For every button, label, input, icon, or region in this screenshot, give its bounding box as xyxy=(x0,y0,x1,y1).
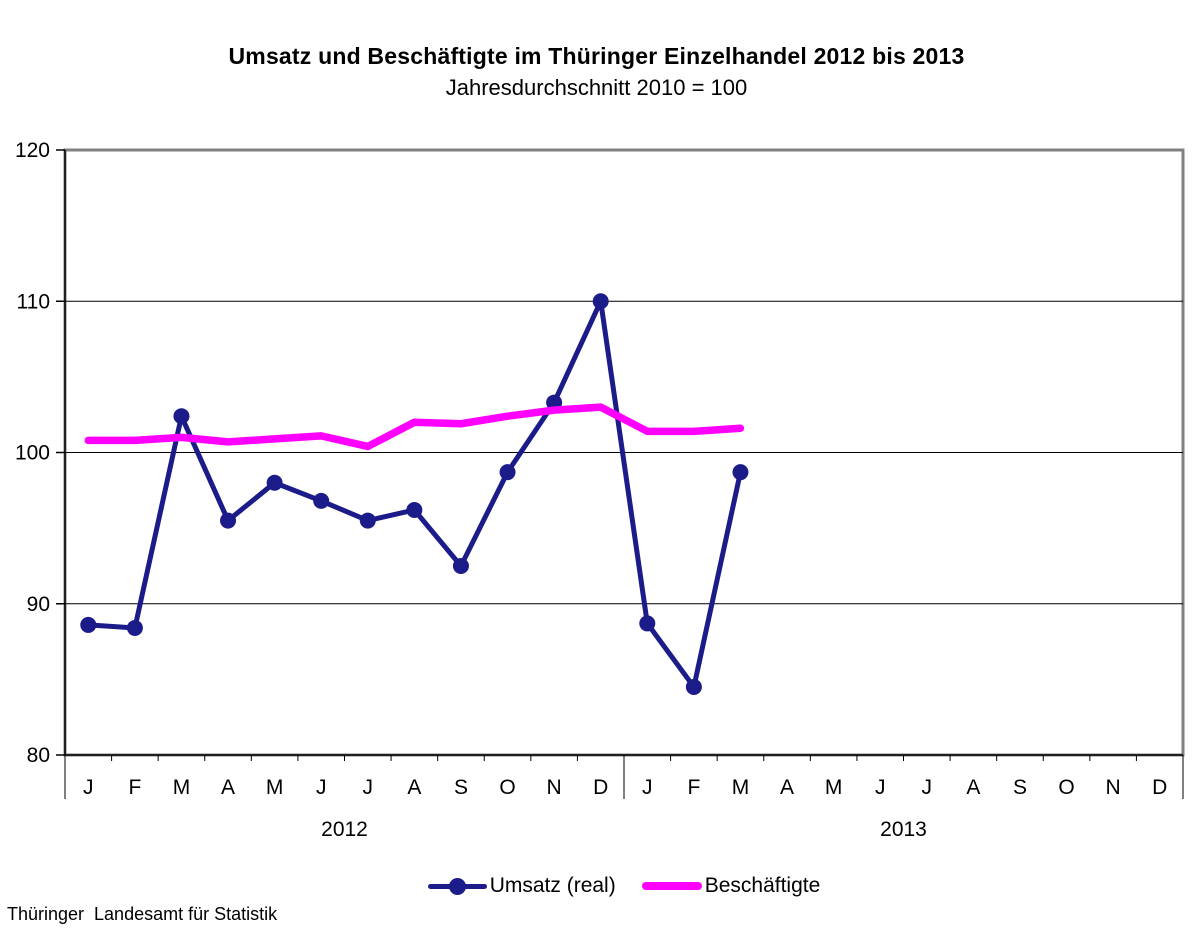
y-tick-label-100: 100 xyxy=(15,442,50,465)
month-label: N xyxy=(1106,776,1121,799)
month-label: J xyxy=(922,776,933,799)
month-label: M xyxy=(825,776,843,799)
month-label: D xyxy=(593,776,608,799)
month-label: S xyxy=(454,776,468,799)
month-label: F xyxy=(687,776,700,799)
month-label: J xyxy=(363,776,374,799)
data-point-marker xyxy=(126,619,143,636)
series-line-beschaeftigte xyxy=(84,403,745,451)
data-point-marker xyxy=(639,615,656,632)
data-point-marker xyxy=(452,557,469,574)
month-label: O xyxy=(1058,776,1074,799)
data-point-marker xyxy=(592,293,609,310)
month-label: F xyxy=(128,776,141,799)
data-point-marker xyxy=(685,678,702,695)
month-label: A xyxy=(780,776,794,799)
year-label-2013: 2013 xyxy=(880,818,927,841)
month-label: M xyxy=(266,776,284,799)
umsatz-line-marker-icon xyxy=(427,877,487,895)
y-tick-label-80: 80 xyxy=(27,744,50,767)
year-label-2012: 2012 xyxy=(321,818,368,841)
month-label: O xyxy=(499,776,515,799)
y-tick-label-110: 110 xyxy=(17,290,50,313)
legend-label-umsatz: Umsatz (real) xyxy=(489,874,616,897)
beschaeftigte-line-icon xyxy=(641,882,702,890)
legend-label-beschaeftigte: Beschäftigte xyxy=(704,874,821,897)
data-point-marker xyxy=(732,464,749,481)
y-tick-label-90: 90 xyxy=(27,593,50,616)
month-label: M xyxy=(173,776,191,799)
month-label: D xyxy=(1152,776,1167,799)
data-point-marker xyxy=(266,474,283,491)
month-label: A xyxy=(221,776,235,799)
month-label: J xyxy=(83,776,94,799)
legend-item-umsatz: Umsatz (real) xyxy=(427,874,616,898)
chart-legend: Umsatz (real) Beschäftigte xyxy=(65,869,1183,903)
month-label: M xyxy=(732,776,750,799)
data-point-marker xyxy=(173,408,190,425)
data-point-marker xyxy=(406,501,423,518)
chart-subtitle: Jahresdurchschnitt 2010 = 100 xyxy=(445,75,748,100)
month-label: J xyxy=(642,776,653,799)
month-label: A xyxy=(966,776,980,799)
data-point-marker xyxy=(313,492,330,509)
month-label: S xyxy=(1013,776,1027,799)
month-label: J xyxy=(316,776,327,799)
data-point-marker xyxy=(80,616,97,633)
source-attribution: Thüringer Landesamt für Statistik xyxy=(7,904,278,924)
data-point-marker xyxy=(499,464,516,481)
month-label: N xyxy=(547,776,562,799)
data-point-marker xyxy=(220,512,237,529)
y-tick-label-120: 120 xyxy=(15,139,50,162)
legend-item-beschaeftigte: Beschäftigte xyxy=(641,874,821,898)
chart-title: Umsatz und Beschäftigte im Thüringer Ein… xyxy=(228,43,965,69)
month-label: A xyxy=(407,776,421,799)
data-point-marker xyxy=(359,512,376,529)
month-label: J xyxy=(875,776,886,799)
